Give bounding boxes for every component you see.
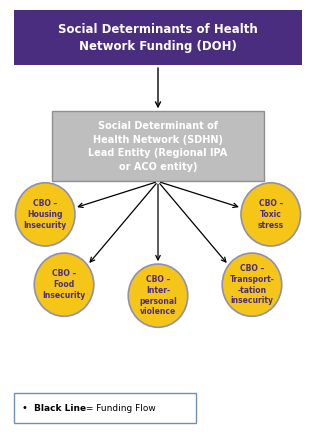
Text: CBO –
Inter-
personal
violence: CBO – Inter- personal violence <box>139 275 177 316</box>
Ellipse shape <box>15 183 75 246</box>
Text: CBO –
Transport-
-tation
insecurity: CBO – Transport- -tation insecurity <box>229 264 274 305</box>
Text: CBO –
Housing
Insecurity: CBO – Housing Insecurity <box>24 199 67 230</box>
FancyBboxPatch shape <box>14 10 302 65</box>
Text: Black Line: Black Line <box>34 404 86 413</box>
Text: CBO –
Toxic
stress: CBO – Toxic stress <box>258 199 284 230</box>
Text: Social Determinant of
Health Network (SDHN)
Lead Entity (Regional IPA
or ACO ent: Social Determinant of Health Network (SD… <box>88 121 228 172</box>
Text: •: • <box>22 403 28 413</box>
FancyBboxPatch shape <box>14 393 196 423</box>
Ellipse shape <box>241 183 301 246</box>
Text: CBO –
Food
Insecurity: CBO – Food Insecurity <box>42 270 86 300</box>
Ellipse shape <box>222 253 282 316</box>
Text: Social Determinants of Health
Network Funding (DOH): Social Determinants of Health Network Fu… <box>58 23 258 53</box>
FancyBboxPatch shape <box>52 111 264 182</box>
Ellipse shape <box>128 264 188 327</box>
Text: = Funding Flow: = Funding Flow <box>83 404 155 413</box>
Ellipse shape <box>34 253 94 316</box>
